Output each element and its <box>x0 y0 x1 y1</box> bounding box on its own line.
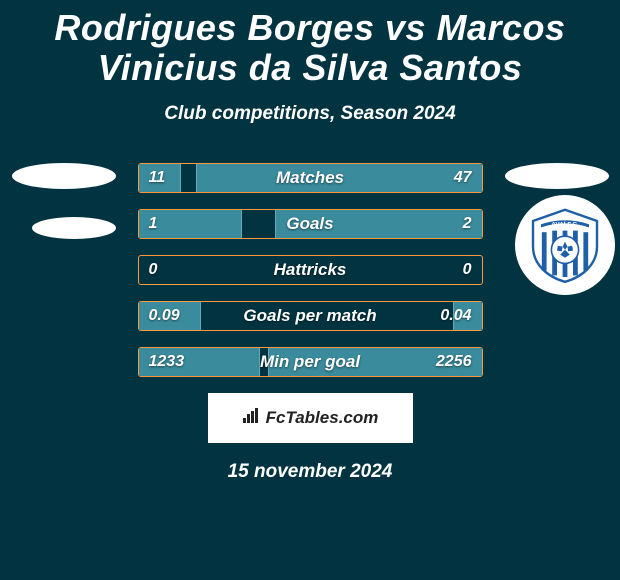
stat-row: Hattricks0 0 <box>138 255 483 285</box>
stat-value-left: 0.09 <box>149 307 180 325</box>
stat-row: Min per goal1233 2256 <box>138 347 483 377</box>
stat-label: Goals <box>139 214 482 234</box>
stat-value-left: 0 <box>149 261 158 279</box>
stat-row: Goals per match0.09 0.04 <box>138 301 483 331</box>
stat-value-right: 0.04 <box>440 307 471 325</box>
stat-value-right: 0 <box>463 261 472 279</box>
stat-label: Matches <box>139 168 482 188</box>
stat-value-left: 1233 <box>149 353 185 371</box>
stat-value-right: 2256 <box>436 353 472 371</box>
stat-value-left: 11 <box>149 169 166 187</box>
stat-value-right: 47 <box>454 169 472 187</box>
date-text: 15 november 2024 <box>0 461 620 483</box>
club-right-badge: AVAÍ F.C. <box>515 195 615 295</box>
bars-column: AVAÍ F.C. Matches1147Goals12Hattricks00G… <box>138 163 483 377</box>
stat-label: Min per goal <box>139 352 482 372</box>
stat-row: Matches11 47 <box>138 163 483 193</box>
stat-label: Goals per match <box>139 306 482 326</box>
stat-label: Hattricks <box>139 260 482 280</box>
player-left-photo-placeholder <box>12 163 116 189</box>
stat-value-left: 1 <box>149 215 158 233</box>
brand-text: FcTables.com <box>266 408 379 428</box>
club-name-text: AVAÍ F.C. <box>551 220 579 229</box>
page-title: Rodrigues Borges vs Marcos Vinicius da S… <box>0 0 620 87</box>
stat-row: Goals1 2 <box>138 209 483 239</box>
player-right-photo-placeholder <box>505 163 609 189</box>
stats-area: AVAÍ F.C. Matches11 47 Goals1 2 Hattricks0 0 G… <box>0 163 620 377</box>
avai-shield-icon: AVAÍ F.C. <box>525 205 605 285</box>
bars-chart-icon <box>242 408 260 429</box>
stat-value-right: 2 <box>463 215 472 233</box>
club-left-badge-placeholder <box>32 217 116 239</box>
brand-box: FcTables.com <box>208 393 413 443</box>
subtitle: Club competitions, Season 2024 <box>0 103 620 125</box>
